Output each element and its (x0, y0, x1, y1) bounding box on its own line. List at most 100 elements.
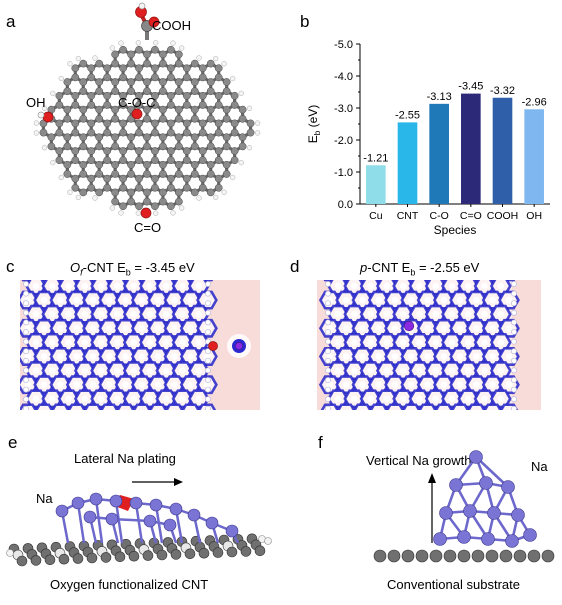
hex-center (146, 282, 154, 290)
hex-ring (148, 403, 168, 410)
hydrogen-atom (246, 145, 253, 151)
carbon-atom (182, 174, 191, 183)
carbon-atom (79, 188, 88, 197)
hydrogen-atom (6, 549, 14, 557)
hex-ring (467, 403, 486, 410)
hex-center (81, 311, 89, 318)
oh-group (37, 111, 54, 123)
hydrogen-atom (33, 120, 40, 126)
hex-center (171, 325, 178, 332)
carbon-atom (167, 45, 175, 54)
carbon-atom (71, 64, 80, 73)
panel-label-f: f (318, 433, 323, 452)
carbon-atom (230, 101, 239, 109)
carbon-atom (151, 156, 159, 165)
carbon-atom (127, 59, 135, 68)
carbon-atom (222, 170, 231, 178)
vertical-arrow (428, 473, 436, 543)
carbon-atom (206, 87, 215, 96)
y-tick-label: -4.0 (334, 71, 353, 83)
y-tick-label: -5.0 (334, 39, 353, 51)
hex-center (432, 311, 439, 318)
carbon-atom (103, 183, 112, 192)
hex-ring (402, 403, 421, 410)
hex-center (367, 311, 374, 318)
carbon-atom (143, 133, 151, 142)
hex-center (351, 339, 358, 346)
carbon-atom (79, 87, 88, 96)
hex-center (173, 409, 176, 410)
hex-center (481, 311, 488, 318)
carbon-atom (151, 202, 159, 211)
hex-center (154, 325, 162, 332)
hex-center (32, 395, 40, 402)
carbon-atom (230, 119, 239, 128)
hex-center (342, 381, 350, 388)
hex-center (342, 353, 350, 360)
carbon-atom (135, 202, 143, 211)
hydrogen-atom (41, 105, 48, 111)
hex-center (424, 296, 431, 304)
na-bond (94, 498, 104, 544)
hex-center (114, 339, 121, 346)
hex-center (114, 367, 121, 374)
carbon-atom (55, 91, 64, 100)
hydrogen-atom (196, 195, 202, 201)
carbon-atom (214, 101, 223, 109)
hex-ring (34, 403, 54, 410)
hex-center (328, 409, 332, 410)
carbon-atom (190, 170, 199, 178)
hex-center (475, 409, 478, 410)
hex-center (203, 381, 211, 388)
carbon-atom (135, 147, 143, 155)
carbon-atom (151, 45, 159, 54)
bar-value-label: -2.55 (395, 109, 420, 121)
co-group (140, 207, 152, 219)
carbon-atom (230, 147, 239, 155)
hex-center (75, 409, 79, 410)
carbon-atom (167, 147, 175, 155)
carbon-atom (119, 91, 127, 100)
hex-center (334, 282, 342, 290)
caption-f: Conventional substrate (387, 577, 520, 592)
edge-hydrogen (205, 300, 211, 307)
carbon-atom (198, 73, 207, 82)
panel-b: b 0.0 -1.0 -2.0 -3.0 -4.0 -5.0 Eb (eV) -1.21 Cu -… (280, 0, 562, 250)
hex-center (448, 367, 456, 374)
carbon-atom (103, 91, 112, 100)
hex-center (383, 282, 391, 290)
carbon-atom (111, 59, 119, 68)
sodium-atom (523, 528, 537, 542)
hex-center (106, 269, 112, 275)
substrate-atom (499, 549, 513, 563)
carbon-atom (159, 142, 167, 151)
binding-energy-chart: 0.0 -1.0 -2.0 -3.0 -4.0 -5.0 Eb (eV) -1.21 Cu -2.… (306, 39, 550, 237)
substrate-atom (513, 549, 527, 563)
hex-center (146, 395, 154, 402)
carbon-atom (127, 78, 135, 86)
hex-center (122, 353, 129, 360)
hex-ring (483, 403, 502, 410)
carbon-atom (190, 114, 199, 123)
carbon-atom (143, 188, 151, 197)
bar-c=o (461, 93, 481, 204)
sodium-atom (71, 496, 85, 510)
hex-center (40, 296, 48, 304)
bar-cu (366, 165, 386, 204)
hex-center (351, 395, 358, 402)
hex-center (489, 353, 496, 360)
hex-center (426, 409, 429, 410)
carbon-atom (103, 128, 112, 137)
carbon-atom (182, 119, 191, 128)
edge-hydrogen (23, 367, 29, 374)
edge-hydrogen (23, 290, 29, 297)
hex-ring (100, 403, 119, 410)
hex-ring (86, 280, 100, 282)
hex-ring (336, 403, 356, 410)
oxygen-atom (208, 341, 218, 351)
carbon-atom (230, 128, 239, 137)
edge-hydrogen (205, 377, 211, 383)
hydrogen-atom (67, 189, 73, 195)
hex-center (375, 381, 382, 388)
substrate-atom (170, 549, 182, 560)
